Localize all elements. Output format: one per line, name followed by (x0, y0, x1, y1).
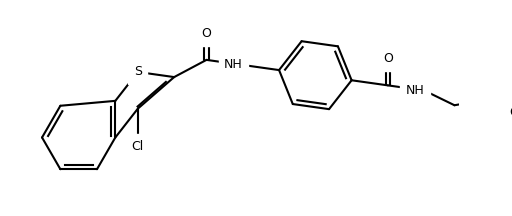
Text: NH: NH (406, 84, 424, 97)
Text: O: O (510, 106, 512, 119)
Text: O: O (202, 27, 211, 40)
Text: S: S (134, 65, 142, 78)
Text: O: O (383, 52, 393, 65)
Text: Cl: Cl (132, 140, 144, 153)
Text: NH: NH (224, 59, 243, 71)
